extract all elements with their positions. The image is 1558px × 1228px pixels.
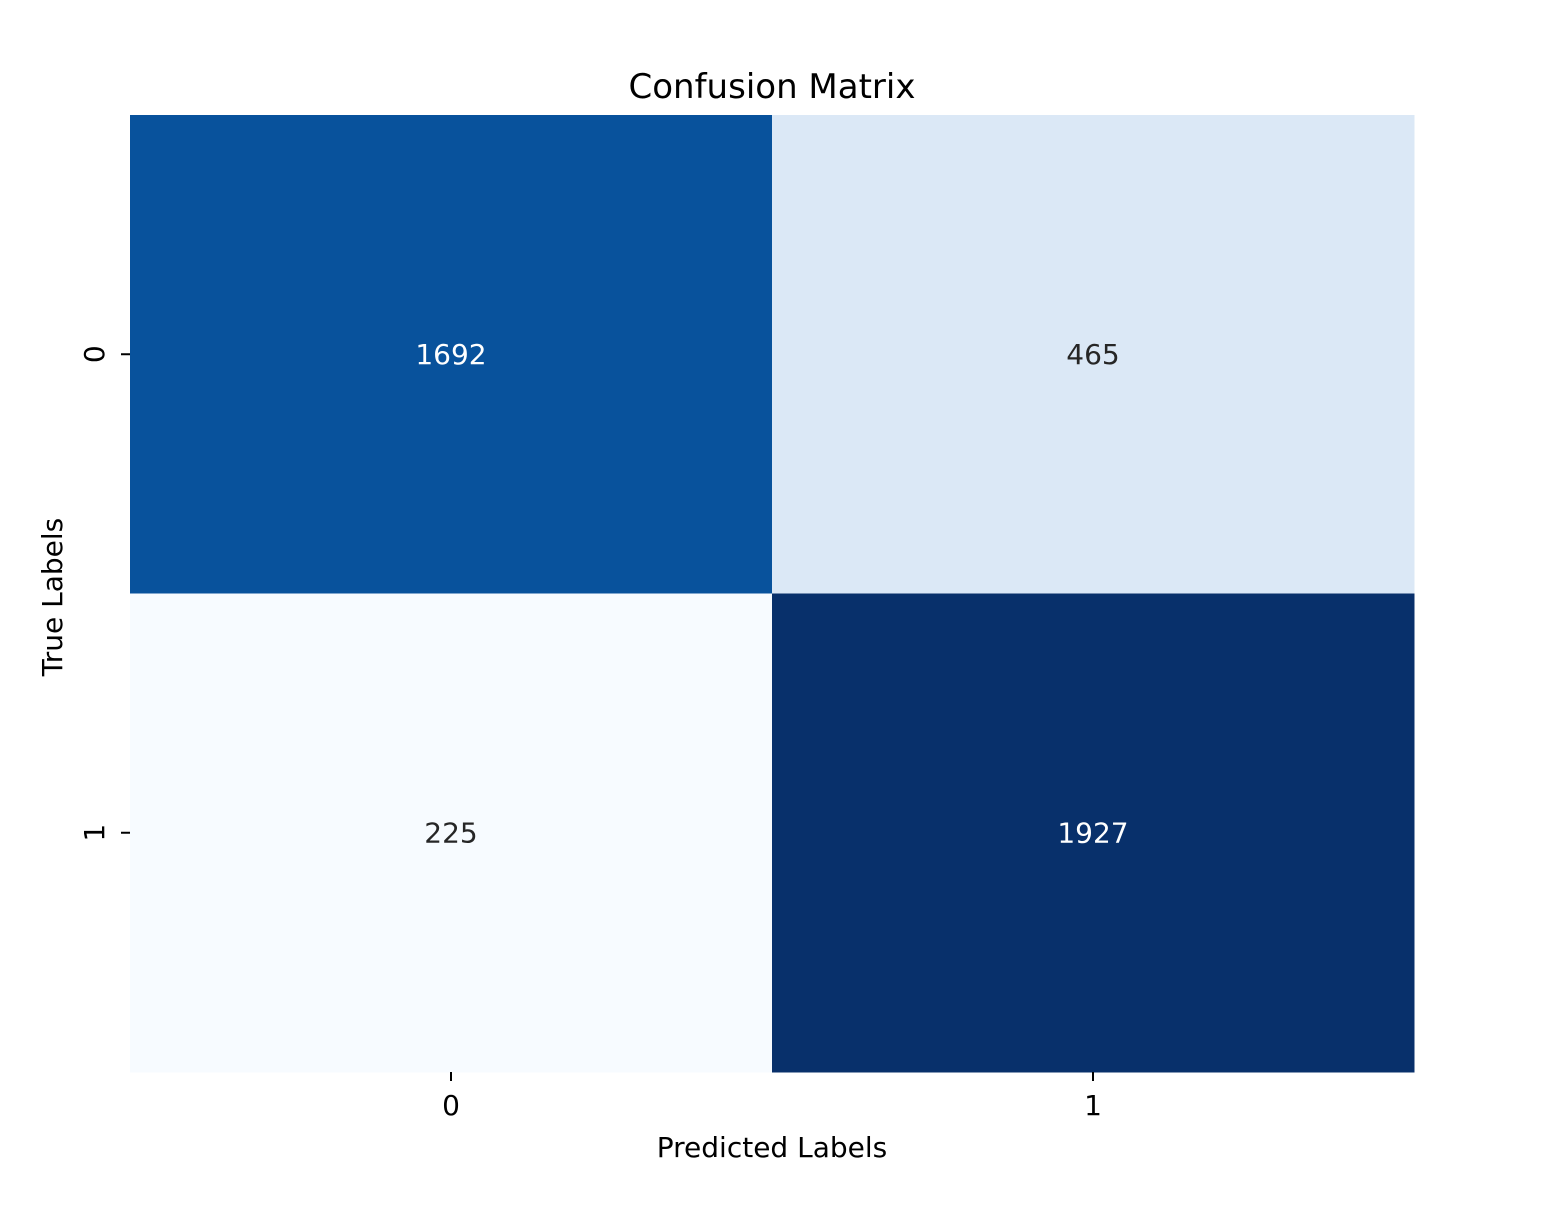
cell-value-label-0-1: 465: [1066, 338, 1119, 371]
heatmap-cell-1-0: [130, 593, 773, 1073]
y-axis-ticks: 01: [78, 345, 130, 842]
heatmap-annotations: 1692 465 225 1927: [415, 338, 1128, 850]
cell-value-label-0-0: 1692: [415, 338, 486, 371]
x-axis-label: Predicted Labels: [657, 1131, 887, 1164]
heatmap-cells: [130, 115, 1415, 1073]
x-tick-label-1: 1: [1084, 1089, 1102, 1122]
y-tick-label-1: 1: [78, 824, 111, 842]
chart-title: Confusion Matrix: [629, 67, 916, 107]
heatmap-cell-0-0: [130, 115, 773, 594]
cell-value-label-1-0: 225: [424, 816, 477, 849]
heatmap-cell-0-1: [772, 115, 1415, 594]
heatmap-cell-1-1: [772, 593, 1415, 1073]
y-axis-label: True Labels: [36, 518, 69, 678]
x-tick-label-0: 0: [442, 1089, 460, 1122]
y-tick-label-0: 0: [78, 345, 111, 363]
cell-value-label-1-1: 1927: [1057, 816, 1128, 849]
